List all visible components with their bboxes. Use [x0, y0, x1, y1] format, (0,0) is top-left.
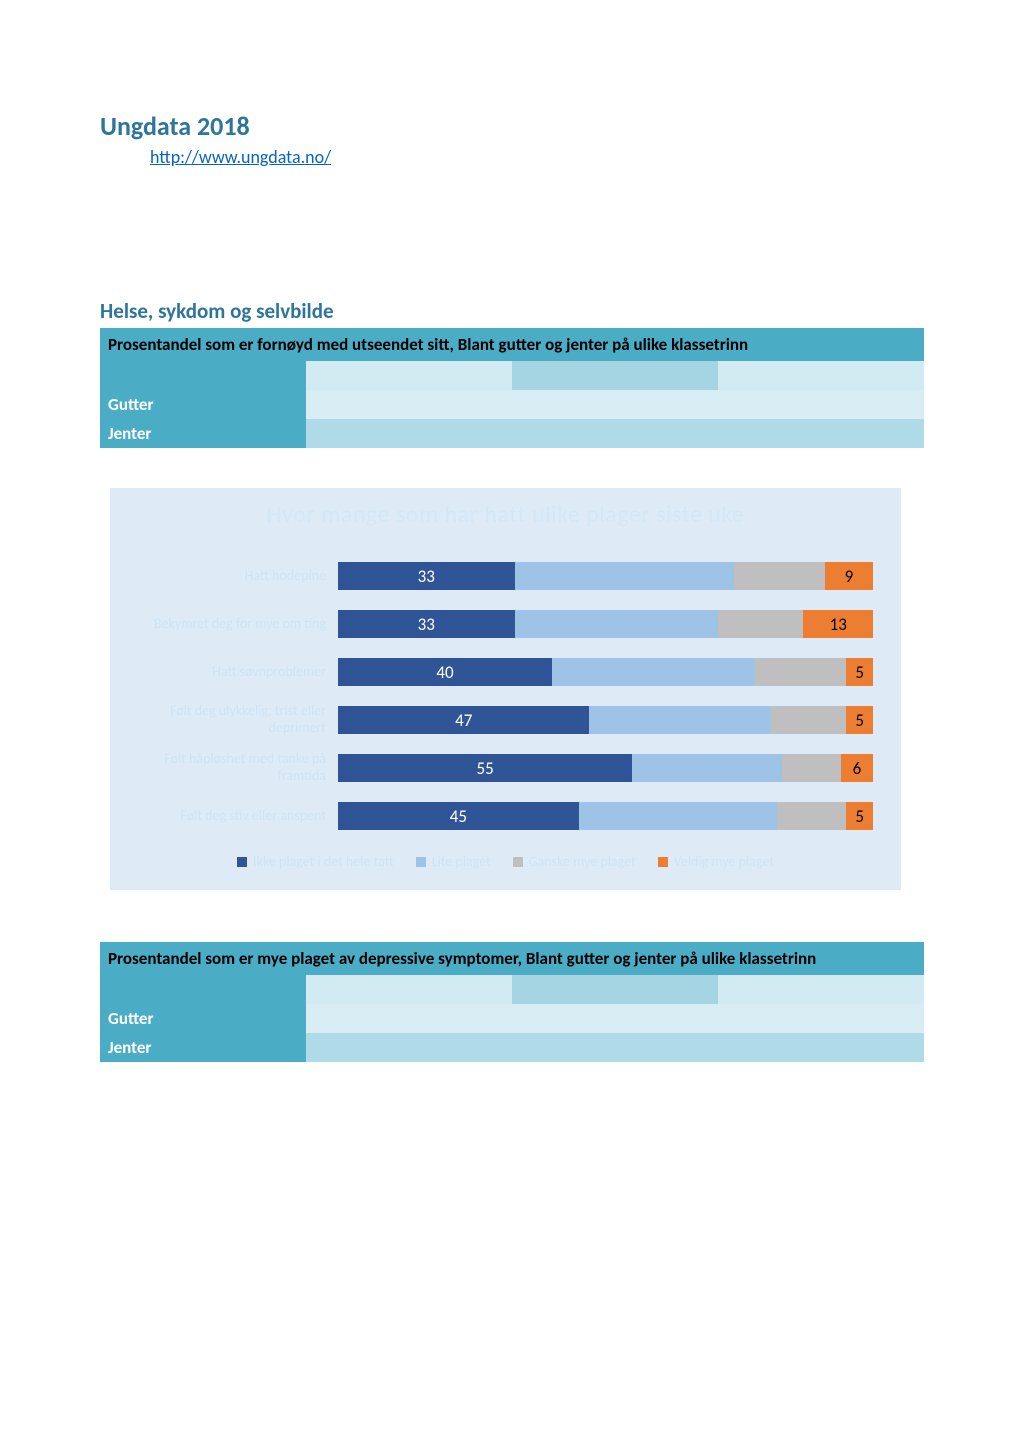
- cell: 10: [718, 1004, 924, 1033]
- table-row: Jenter 11 20 24: [100, 1033, 924, 1062]
- table-row: Jenter 48 34 34: [100, 419, 924, 448]
- cell: 77: [306, 390, 512, 419]
- bar-segment: 14: [771, 706, 846, 734]
- cell: 7: [512, 1004, 718, 1033]
- table-row: Gutter 5 7 10: [100, 1004, 924, 1033]
- row-label: Jenter: [100, 1033, 306, 1062]
- table-title-row: Prosentandel som er fornøyd med utseende…: [100, 328, 924, 361]
- bar-track: 33381613: [338, 610, 873, 638]
- bar-row: Hatt hodepine3341179: [138, 557, 873, 595]
- bar-segment: 13: [777, 802, 847, 830]
- bar-row: Følt håpløshet med tanke på framtida5528…: [138, 749, 873, 787]
- chart-legend: Ikke plaget i det hele tatt Lite plaget …: [138, 853, 873, 870]
- bar-row: Følt deg stiv eller anspent4537135: [138, 797, 873, 835]
- bar-row: Bekymret deg for mye om ting33381613: [138, 605, 873, 643]
- stacked-bar-chart: Hvor mange som har hatt ulike plager sis…: [110, 488, 901, 890]
- row-label: Gutter: [100, 390, 306, 419]
- bar-label: Følt deg stiv eller anspent: [138, 808, 338, 825]
- legend-item: Ganske mye plaget: [513, 853, 636, 870]
- bar-label: Følt håpløshet med tanke på framtida: [138, 751, 338, 785]
- bar-segment: 34: [589, 706, 771, 734]
- bar-track: 4038175: [338, 658, 873, 686]
- bar-label: Hatt søvnproblemer: [138, 664, 338, 681]
- cell: 34: [718, 419, 924, 448]
- bar-label: Bekymret deg for mye om ting: [138, 616, 338, 633]
- bar-segment: 16: [718, 610, 804, 638]
- bar-segment: 47: [338, 706, 589, 734]
- legend-item: Lite plaget: [416, 853, 491, 870]
- bar-track: 5528116: [338, 754, 873, 782]
- bar-track: 3341179: [338, 562, 873, 590]
- row-label: Gutter: [100, 1004, 306, 1033]
- cell: 5: [306, 1004, 512, 1033]
- table-title-row: Prosentandel som er mye plaget av depres…: [100, 942, 924, 975]
- col-head: 9. trinn: [512, 361, 718, 390]
- swatch-icon: [416, 857, 426, 867]
- bar-segment: 55: [338, 754, 632, 782]
- legend-item: Veldig mye plaget: [658, 853, 774, 870]
- bar-label: Hatt hodepine: [138, 568, 338, 585]
- cell: 48: [306, 419, 512, 448]
- cell: 11: [306, 1033, 512, 1062]
- bar-segment: 13: [803, 610, 873, 638]
- table-col-headers: 8. trinn 9. trinn 10. trinn: [100, 975, 924, 1004]
- cell: 70: [718, 390, 924, 419]
- row-label: Jenter: [100, 419, 306, 448]
- bar-segment: 41: [515, 562, 734, 590]
- bar-segment: 38: [552, 658, 755, 686]
- bar-segment: 5: [846, 802, 873, 830]
- bar-segment: 33: [338, 610, 515, 638]
- bar-segment: 5: [846, 706, 873, 734]
- bar-segment: 6: [841, 754, 873, 782]
- page-title: Ungdata 2018: [100, 110, 924, 142]
- table-row: Gutter 77 71 70: [100, 390, 924, 419]
- bar-segment: 45: [338, 802, 579, 830]
- section1-heading: Helse, sykdom og selvbilde: [100, 298, 924, 324]
- chart-title: Hvor mange som har hatt ulike plager sis…: [138, 500, 873, 529]
- source-link[interactable]: http://www.ungdata.no/: [150, 146, 331, 168]
- table-title: Prosentandel som er mye plaget av depres…: [100, 942, 924, 975]
- swatch-icon: [237, 857, 247, 867]
- swatch-icon: [658, 857, 668, 867]
- bar-row: Hatt søvnproblemer4038175: [138, 653, 873, 691]
- bar-segment: 9: [825, 562, 873, 590]
- bar-segment: 11: [782, 754, 841, 782]
- col-head: 10. trinn: [718, 975, 924, 1004]
- col-head: 9. trinn: [512, 975, 718, 1004]
- bar-segment: 5: [846, 658, 873, 686]
- bar-segment: 33: [338, 562, 515, 590]
- col-head: 10. trinn: [718, 361, 924, 390]
- bar-track: 4537135: [338, 802, 873, 830]
- cell: 20: [512, 1033, 718, 1062]
- table-title: Prosentandel som er fornøyd med utseende…: [100, 328, 924, 361]
- legend-item: Ikke plaget i det hele tatt: [237, 853, 394, 870]
- bar-segment: 17: [755, 658, 846, 686]
- bar-row: Følt deg ulykkelig, trist eller deprimer…: [138, 701, 873, 739]
- col-head: 8. trinn: [306, 975, 512, 1004]
- bar-segment: 37: [579, 802, 777, 830]
- bar-track: 4734145: [338, 706, 873, 734]
- col-head: 8. trinn: [306, 361, 512, 390]
- bar-segment: 38: [515, 610, 718, 638]
- cell: 24: [718, 1033, 924, 1062]
- bar-segment: 17: [734, 562, 825, 590]
- cell: 34: [512, 419, 718, 448]
- cell: 71: [512, 390, 718, 419]
- swatch-icon: [513, 857, 523, 867]
- table-col-headers: 8. trinn 9. trinn 10. trinn: [100, 361, 924, 390]
- bar-label: Følt deg ulykkelig, trist eller deprimer…: [138, 703, 338, 737]
- bar-segment: 28: [632, 754, 782, 782]
- bar-segment: 40: [338, 658, 552, 686]
- table-appearance: Prosentandel som er fornøyd med utseende…: [100, 328, 924, 448]
- table-depressive: Prosentandel som er mye plaget av depres…: [100, 942, 924, 1062]
